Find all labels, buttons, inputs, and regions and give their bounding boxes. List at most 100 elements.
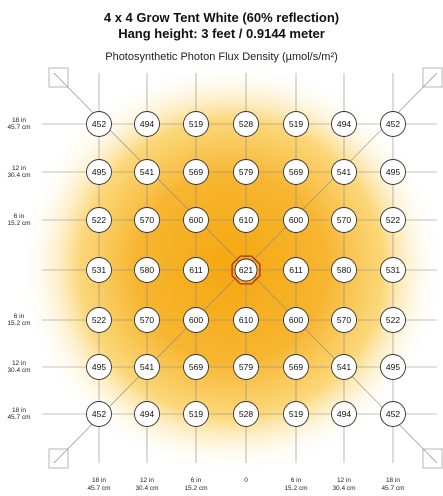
ppfd-value-label: 600	[189, 215, 203, 225]
ppfd-point-circle	[380, 307, 406, 333]
x-axis-label-distance: 12 in	[337, 477, 351, 484]
ppfd-point-circle	[134, 307, 160, 333]
ppfd-value-label: 600	[289, 315, 303, 325]
ppfd-value-label: 495	[386, 362, 400, 372]
ppfd-point: 569	[183, 354, 209, 380]
ppfd-point-circle	[233, 111, 259, 137]
ppfd-value-label: 569	[189, 362, 203, 372]
ppfd-point-circle	[183, 401, 209, 427]
x-axis-label-metric: 30.4 cm	[135, 485, 158, 492]
ppfd-value-label: 452	[386, 409, 400, 419]
corner-bracket	[48, 448, 69, 469]
ppfd-value-label: 580	[337, 265, 351, 275]
ppfd-point: 569	[183, 159, 209, 185]
y-axis-label-distance: 18 in	[12, 407, 26, 414]
ppfd-point-circle	[86, 207, 112, 233]
ppfd-point: 579	[233, 159, 259, 185]
x-axis-label-distance: 6 in	[191, 477, 202, 484]
ppfd-point-circle	[331, 401, 357, 427]
ppfd-value-label: 494	[140, 409, 154, 419]
ppfd-point-circle	[331, 307, 357, 333]
ppfd-point: 580	[331, 257, 357, 283]
ppfd-value-label: 494	[337, 119, 351, 129]
ppfd-point-circle	[283, 159, 309, 185]
ppfd-value-label: 570	[140, 215, 154, 225]
ppfd-point: 611	[183, 257, 209, 283]
ppfd-point: 569	[283, 159, 309, 185]
ppfd-value-label: 522	[386, 315, 400, 325]
ppfd-value-label: 519	[289, 119, 303, 129]
ppfd-points: 452 494 519 528 519 494 452 495 541 569 579 569 541 4…	[86, 111, 406, 427]
ppfd-value-label: 610	[239, 315, 253, 325]
ppfd-value-label: 522	[386, 215, 400, 225]
ppfd-point: 600	[283, 307, 309, 333]
ppfd-value-label: 611	[289, 265, 303, 275]
ppfd-point: 610	[233, 307, 259, 333]
corner-bracket	[422, 448, 443, 469]
ppfd-value-label: 494	[140, 119, 154, 129]
ppfd-point: 494	[134, 111, 160, 137]
center-octagon-marker	[231, 255, 261, 285]
ppfd-value-label: 519	[189, 409, 203, 419]
y-axis-label-metric: 45.7 cm	[7, 414, 30, 421]
ppfd-point: 519	[183, 401, 209, 427]
ppfd-point: 452	[86, 401, 112, 427]
x-axis-label-metric: 45.7 cm	[87, 485, 110, 492]
ppfd-value-label: 522	[92, 315, 106, 325]
y-axis-label-distance: 12 in	[12, 360, 26, 367]
corner-bracket	[422, 67, 443, 88]
ppfd-value-label: 528	[239, 409, 253, 419]
x-axis-label-distance: 18 in	[386, 477, 400, 484]
ppfd-point: 579	[233, 354, 259, 380]
ppfd-point: 495	[380, 159, 406, 185]
ppfd-point: 569	[283, 354, 309, 380]
ppfd-point-circle	[380, 257, 406, 283]
ppfd-point: 519	[283, 111, 309, 137]
ppfd-value-label: 600	[289, 215, 303, 225]
ppfd-value-label: 579	[239, 362, 253, 372]
ppfd-point: 570	[134, 207, 160, 233]
ppfd-point: 541	[331, 159, 357, 185]
ppfd-point: 452	[380, 111, 406, 137]
ppfd-point-circle	[380, 111, 406, 137]
ppfd-value-label: 452	[92, 119, 106, 129]
ppfd-point-circle	[183, 354, 209, 380]
chart-title-line-2: Hang height: 3 feet / 0.9144 meter	[118, 26, 325, 41]
ppfd-point: 452	[86, 111, 112, 137]
ppfd-value-label: 528	[239, 119, 253, 129]
ppfd-point-center: 621	[231, 255, 261, 285]
ppfd-value-label: 569	[289, 167, 303, 177]
ppfd-point-circle	[86, 111, 112, 137]
ppfd-value-label: 611	[189, 265, 203, 275]
ppfd-point-circle	[331, 111, 357, 137]
ppfd-value-label: 541	[337, 167, 351, 177]
ppfd-point: 600	[183, 307, 209, 333]
ppfd-value-label: 610	[239, 215, 253, 225]
ppfd-point-circle	[86, 354, 112, 380]
ppfd-value-label: 541	[140, 362, 154, 372]
ppfd-point: 541	[134, 159, 160, 185]
x-axis-label-distance: 0	[244, 477, 248, 484]
ppfd-point-circle	[380, 159, 406, 185]
chart-subtitle: Photosynthetic Photon Flux Density (µmol…	[105, 51, 338, 63]
ppfd-value-label: 519	[189, 119, 203, 129]
ppfd-value-label: 579	[239, 167, 253, 177]
ppfd-point: 541	[134, 354, 160, 380]
ppfd-point-circle	[331, 207, 357, 233]
ppfd-value-label: 531	[92, 265, 106, 275]
ppfd-point: 494	[331, 111, 357, 137]
ppfd-value-label: 570	[337, 215, 351, 225]
ppfd-point-circle	[283, 401, 309, 427]
x-axis-label-distance: 18 in	[92, 477, 106, 484]
ppfd-value-label: 570	[337, 315, 351, 325]
ppfd-point-circle	[134, 207, 160, 233]
ppfd-point-circle	[283, 354, 309, 380]
ppfd-point: 519	[183, 111, 209, 137]
ppfd-point: 570	[331, 207, 357, 233]
ppfd-point-circle	[134, 159, 160, 185]
ppfd-point: 611	[283, 257, 309, 283]
y-axis-label-metric: 15.2 cm	[7, 320, 30, 327]
ppfd-point-circle	[86, 401, 112, 427]
